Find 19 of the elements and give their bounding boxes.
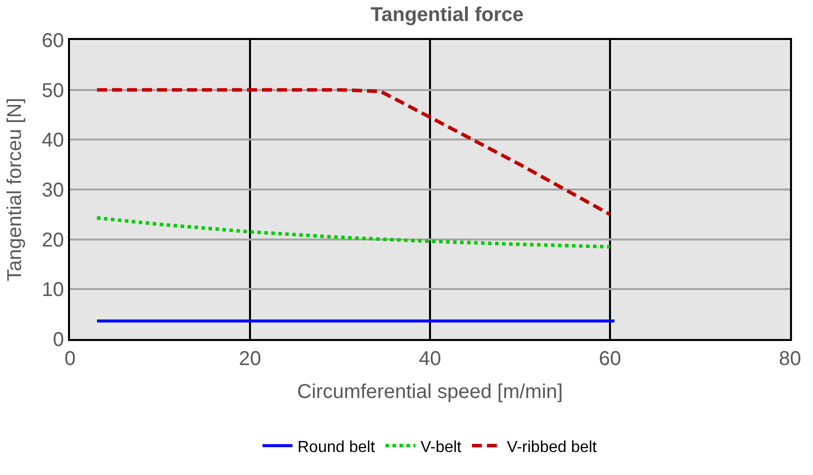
y-tick-label: 0 xyxy=(52,329,64,351)
x-tick-label: 60 xyxy=(598,348,622,370)
x-axis-title: Circumferential speed [m/min] xyxy=(297,381,563,403)
y-tick-label: 40 xyxy=(42,130,64,152)
y-tick-label: 20 xyxy=(42,229,64,252)
y-axis-title: Tangential forceu [N] xyxy=(4,98,26,282)
chart-title: Tangential force xyxy=(370,4,524,26)
legend-label: V-belt xyxy=(420,438,462,456)
x-tick-label: 40 xyxy=(418,348,442,370)
y-tick-label: 50 xyxy=(42,80,64,102)
line-series xyxy=(95,216,612,249)
line-series xyxy=(95,88,612,216)
x-tick-label: 80 xyxy=(778,348,802,370)
x-tick-label: 20 xyxy=(238,348,262,370)
y-tick-label: 60 xyxy=(42,30,64,52)
legend-label: Round belt xyxy=(298,438,376,456)
y-tick-label: 10 xyxy=(42,279,64,302)
y-tick-label: 30 xyxy=(42,180,64,202)
legend-label: V-ribbed belt xyxy=(506,438,598,456)
